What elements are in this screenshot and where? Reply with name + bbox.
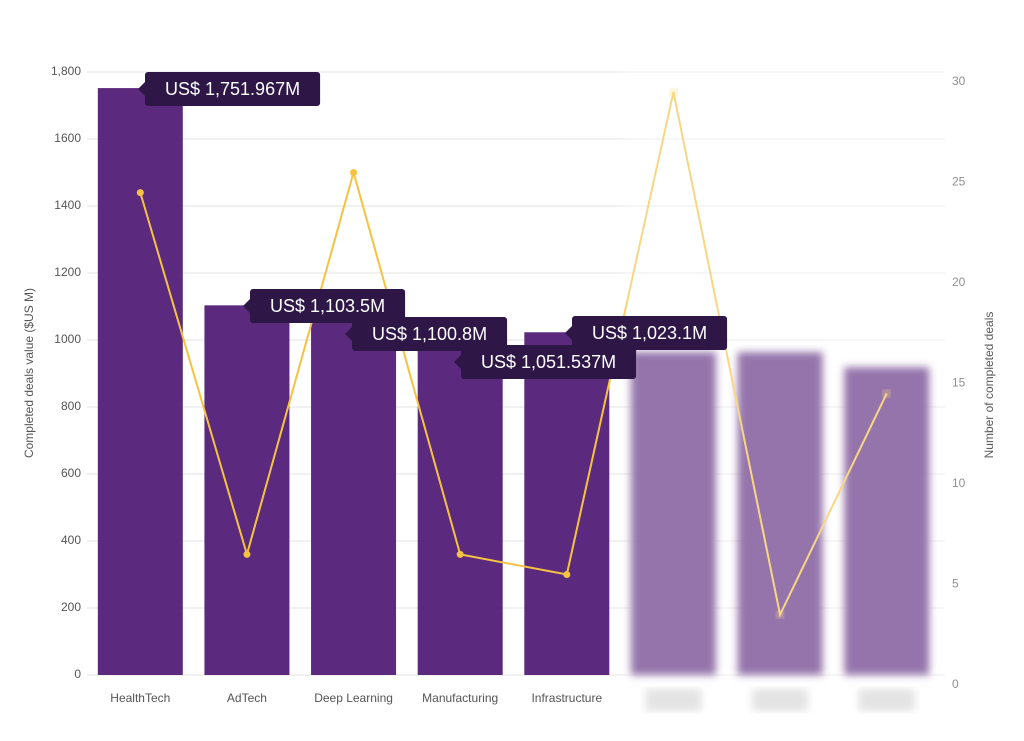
tooltip: US$ 1,023.1M — [565, 316, 728, 350]
data-label: US$ 1,103.5M — [270, 296, 385, 316]
x-tick-label: Deep Learning — [314, 691, 393, 705]
tooltip: US$ 1,751.967M — [138, 72, 321, 106]
y-tick-label: 0 — [74, 667, 81, 681]
tooltip-arrow — [454, 355, 461, 369]
data-label: US$ 1,751.967M — [165, 79, 300, 99]
bar — [417, 322, 503, 675]
tooltip-box — [461, 345, 637, 379]
tooltip: US$ 1,100.8M — [345, 317, 508, 351]
tooltip-box — [572, 316, 728, 350]
x-tick-label-blurred — [858, 689, 915, 711]
x-tick-label: Infrastructure — [531, 691, 602, 705]
y-tick-label: 1200 — [54, 265, 81, 279]
y-tick-label: 1400 — [54, 198, 81, 212]
data-label: US$ 1,051.537M — [481, 352, 616, 372]
tooltip-arrow — [565, 326, 572, 340]
data-label: US$ 1,023.1M — [592, 323, 707, 343]
x-tick-label: AdTech — [227, 691, 267, 705]
tooltip-arrow — [138, 82, 145, 96]
y-tick-label: 600 — [61, 466, 81, 480]
x-tick-label: Manufacturing — [422, 691, 498, 705]
bar — [524, 332, 610, 675]
tooltip-box — [145, 72, 321, 106]
line-point — [243, 550, 251, 558]
y-tick-label: 1000 — [54, 332, 81, 346]
tooltip: US$ 1,051.537M — [454, 345, 637, 379]
y-tick-label: 800 — [61, 399, 81, 413]
x-tick-label: HealthTech — [110, 691, 170, 705]
tooltip-arrow — [345, 327, 352, 341]
line-point — [563, 571, 571, 578]
y-tick-label: 1600 — [54, 131, 81, 145]
tooltip-arrow — [243, 299, 250, 313]
x-tick-label-blurred — [645, 689, 702, 711]
line-point — [350, 169, 358, 176]
bar — [311, 306, 397, 675]
blur-overlay — [623, 60, 984, 740]
tooltip: US$ 1,103.5M — [243, 289, 406, 323]
y-axis-title: Completed deals value ($US M) — [22, 288, 36, 458]
y-tick-label: 400 — [61, 533, 81, 547]
line-point — [136, 189, 144, 197]
data-label: US$ 1,100.8M — [372, 324, 487, 344]
bar — [204, 305, 290, 675]
y-tick-label: 200 — [61, 600, 81, 614]
y-tick-label: 1,800 — [51, 64, 81, 78]
bar — [97, 88, 183, 675]
line-point — [456, 550, 464, 558]
tooltip-box — [352, 317, 508, 351]
x-tick-label-blurred — [752, 689, 809, 711]
tooltip-box — [250, 289, 406, 323]
y2-axis-title: Number of completed deals — [982, 312, 996, 459]
